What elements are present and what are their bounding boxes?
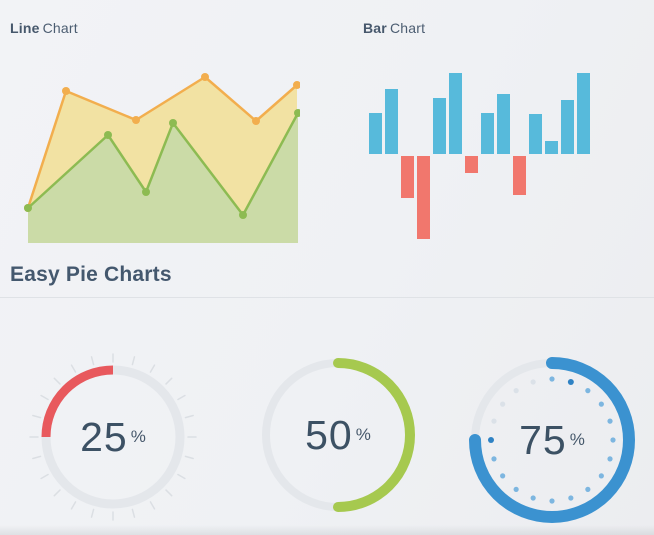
section-divider [0,297,654,298]
bar-chart-title-bold: Bar [363,20,387,36]
easy-pie-gauge-50: 50% [248,345,428,525]
gauge-value-label: 50% [248,345,428,525]
gauge-ring-50 [262,358,415,512]
easy-pie-gauge-75: 75% [457,345,647,535]
line-chart-title: Line Chart [10,20,78,36]
gauge-value: 50 [305,411,353,458]
bar-chart [369,73,590,239]
percent-sign: % [130,427,146,446]
line-chart-title-text: Chart [42,20,78,36]
easy-pie-gauge-25: 25% [23,347,203,527]
pie-section-title: Easy Pie Charts [10,263,172,286]
percent-sign: % [569,430,585,449]
gauge-value: 25 [80,413,128,460]
percent-sign: % [355,425,371,444]
gauge-value-label: 25% [23,347,203,527]
gauge-value: 75 [519,416,567,463]
bar-chart-title: Bar Chart [363,20,425,36]
gauge-ring-25 [29,353,197,521]
line-chart-title-bold: Line [10,20,40,36]
line-chart [24,73,300,243]
bar-chart-title-text: Chart [389,20,426,36]
gauge-ring-75 [469,357,635,523]
gauge-value-label: 75% [457,345,647,535]
